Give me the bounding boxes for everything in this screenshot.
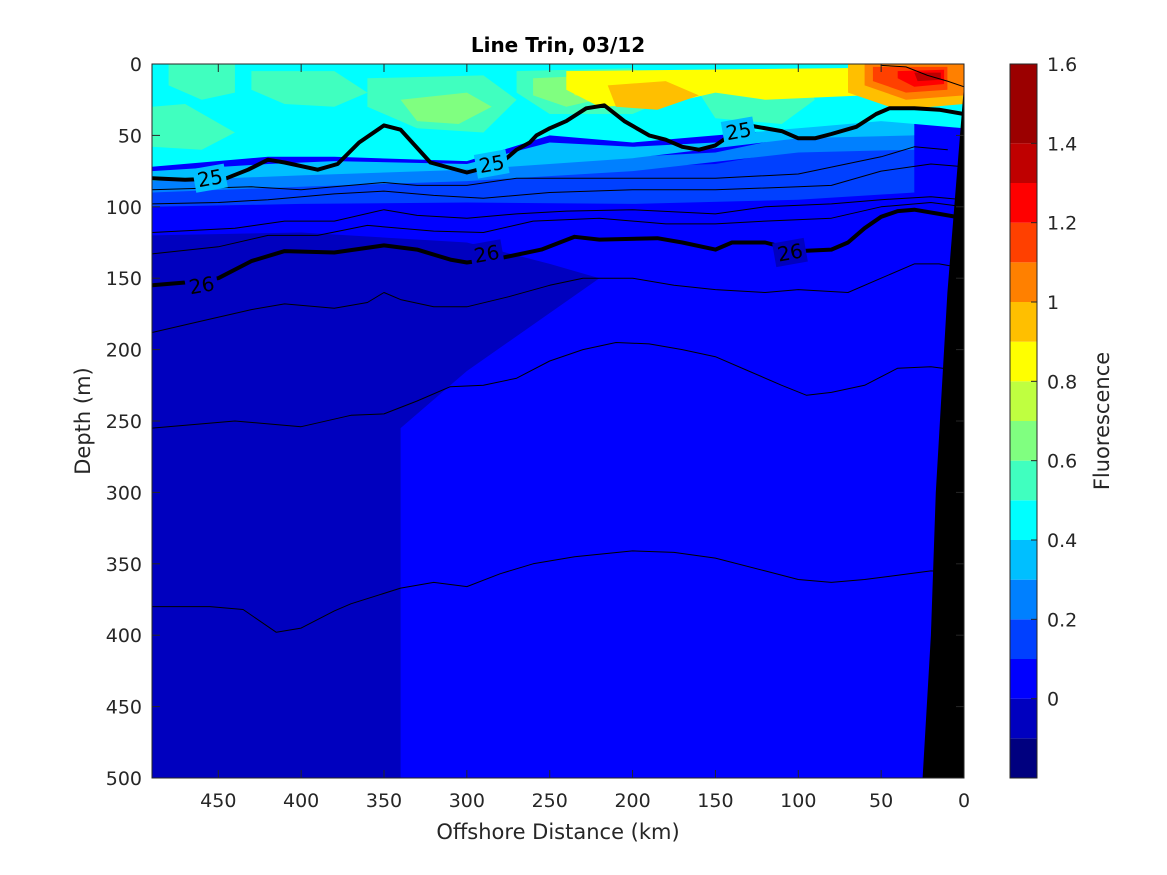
y-tick-label: 400 — [106, 625, 142, 647]
x-tick-label: 250 — [532, 790, 568, 812]
y-tick-label: 300 — [106, 482, 142, 504]
y-tick-label: 100 — [106, 197, 142, 219]
colorbar-swatch — [1010, 183, 1037, 223]
fluorescence-region — [251, 71, 368, 107]
colorbar-tick-label: 0 — [1047, 689, 1059, 711]
contour-label: 26 — [472, 240, 501, 268]
colorbar-swatch — [1010, 540, 1037, 580]
isopycnal-line — [152, 163, 964, 205]
contour-label-bg — [192, 163, 228, 193]
colorbar-swatch — [1010, 222, 1037, 263]
isopycnal-25-line — [152, 103, 964, 182]
x-tick-label: 450 — [200, 790, 236, 812]
contour-label: 26 — [775, 238, 804, 266]
fluorescence-region — [400, 92, 492, 124]
colorbar-swatch — [1010, 262, 1037, 302]
colorbar-tick-label: 0.2 — [1047, 609, 1077, 631]
fluorescence-region — [168, 64, 235, 100]
y-tick-label: 350 — [106, 554, 142, 576]
colorbar-swatch — [1010, 698, 1037, 739]
colorbar-swatch — [1010, 302, 1037, 342]
colorbar-swatch — [1010, 64, 1037, 144]
isopycnal-line — [152, 196, 964, 233]
x-tick-label: 200 — [614, 790, 650, 812]
x-tick-label: 0 — [958, 790, 970, 812]
isopycnal-line — [152, 342, 964, 429]
contour-labels: 25 25 25 26 26 26 — [183, 116, 808, 300]
y-tick-label: 0 — [130, 54, 142, 76]
x-axis: 450 400 350 300 250 200 150 100 50 0 — [200, 64, 970, 812]
isopycnal-line — [152, 263, 964, 333]
y-tick-label: 200 — [106, 340, 142, 362]
contour-label: 25 — [477, 150, 506, 178]
colorbar-swatch — [1010, 500, 1037, 540]
contour-label-group: 26 — [468, 239, 505, 269]
contour-label-bg — [720, 116, 757, 146]
y-axis: 0 50 100 150 200 250 300 350 400 450 500 — [106, 54, 964, 790]
sigma-theta-contours — [152, 64, 964, 633]
y-axis-label: Depth (m) — [71, 367, 95, 474]
colorbar-swatch — [1010, 143, 1037, 183]
x-tick-label: 350 — [366, 790, 402, 812]
contour-label: 26 — [187, 271, 216, 299]
colorbar: 0 0.2 0.4 0.6 0.8 1 1.2 1.4 1.6 — [1009, 54, 1077, 779]
colorbar-swatch — [1010, 579, 1037, 620]
colorbar-swatch — [1010, 381, 1037, 421]
contour-label-group: 25 — [192, 163, 228, 193]
contour-label: 25 — [195, 164, 224, 192]
fluorescence-field — [152, 64, 964, 778]
colorbar-swatch — [1010, 659, 1037, 699]
x-tick-label: 100 — [780, 790, 816, 812]
x-tick-label: 50 — [869, 790, 893, 812]
y-tick-label: 50 — [118, 125, 142, 147]
seafloor — [922, 85, 964, 778]
fluorescence-region — [152, 104, 235, 150]
contour-label: 25 — [724, 117, 753, 145]
fluorescence-region — [607, 81, 699, 110]
colorbar-tick-label: 0.4 — [1047, 530, 1077, 552]
contour-label-bg — [183, 270, 220, 300]
colorbar-swatch — [1010, 341, 1037, 382]
colorbar-tick-label: 1.6 — [1047, 54, 1077, 76]
contour-label-bg — [772, 237, 808, 268]
colorbar-tick-label: 1.2 — [1047, 213, 1077, 235]
colorbar-tick-label: 0.8 — [1047, 371, 1077, 393]
colorbar-tick-label: 1.4 — [1047, 133, 1077, 155]
colorbar-tick-label: 0.6 — [1047, 451, 1077, 473]
chart-title: Line Trin, 03/12 — [471, 33, 645, 57]
y-tick-label: 150 — [106, 268, 142, 290]
fluorescence-region — [152, 232, 600, 778]
x-tick-label: 400 — [283, 790, 319, 812]
seafloor-shape — [922, 85, 964, 778]
colorbar-swatch — [1010, 738, 1037, 778]
x-axis-label: Offshore Distance (km) — [436, 820, 679, 844]
colorbar-swatch — [1010, 619, 1037, 659]
colorbar-frame — [1009, 63, 1038, 779]
contour-label-bg — [468, 239, 505, 269]
contour-label-group: 26 — [183, 270, 220, 300]
y-tick-label: 450 — [106, 697, 142, 719]
isopycnal-line — [880, 64, 964, 88]
contour-label-group: 25 — [720, 116, 757, 146]
colorbar-swatch — [1010, 460, 1037, 501]
contour-label-group: 25 — [473, 149, 510, 179]
contour-label-bg — [473, 149, 510, 179]
x-tick-label: 300 — [449, 790, 485, 812]
fluorescence-region — [152, 114, 915, 182]
isopycnal-line — [152, 202, 964, 255]
isopycnal-26-line — [152, 207, 964, 288]
colorbar-tick-label: 1 — [1047, 292, 1059, 314]
colorbar-label: Fluorescence — [1090, 352, 1114, 490]
x-tick-label: 150 — [697, 790, 733, 812]
isopycnal-line — [152, 550, 964, 633]
y-tick-label: 500 — [106, 768, 142, 790]
isopycnal-line — [152, 146, 948, 191]
y-tick-label: 250 — [106, 411, 142, 433]
colorbar-swatch — [1010, 421, 1037, 461]
fluorescence-region — [914, 72, 941, 82]
contour-label-group: 26 — [772, 237, 808, 268]
